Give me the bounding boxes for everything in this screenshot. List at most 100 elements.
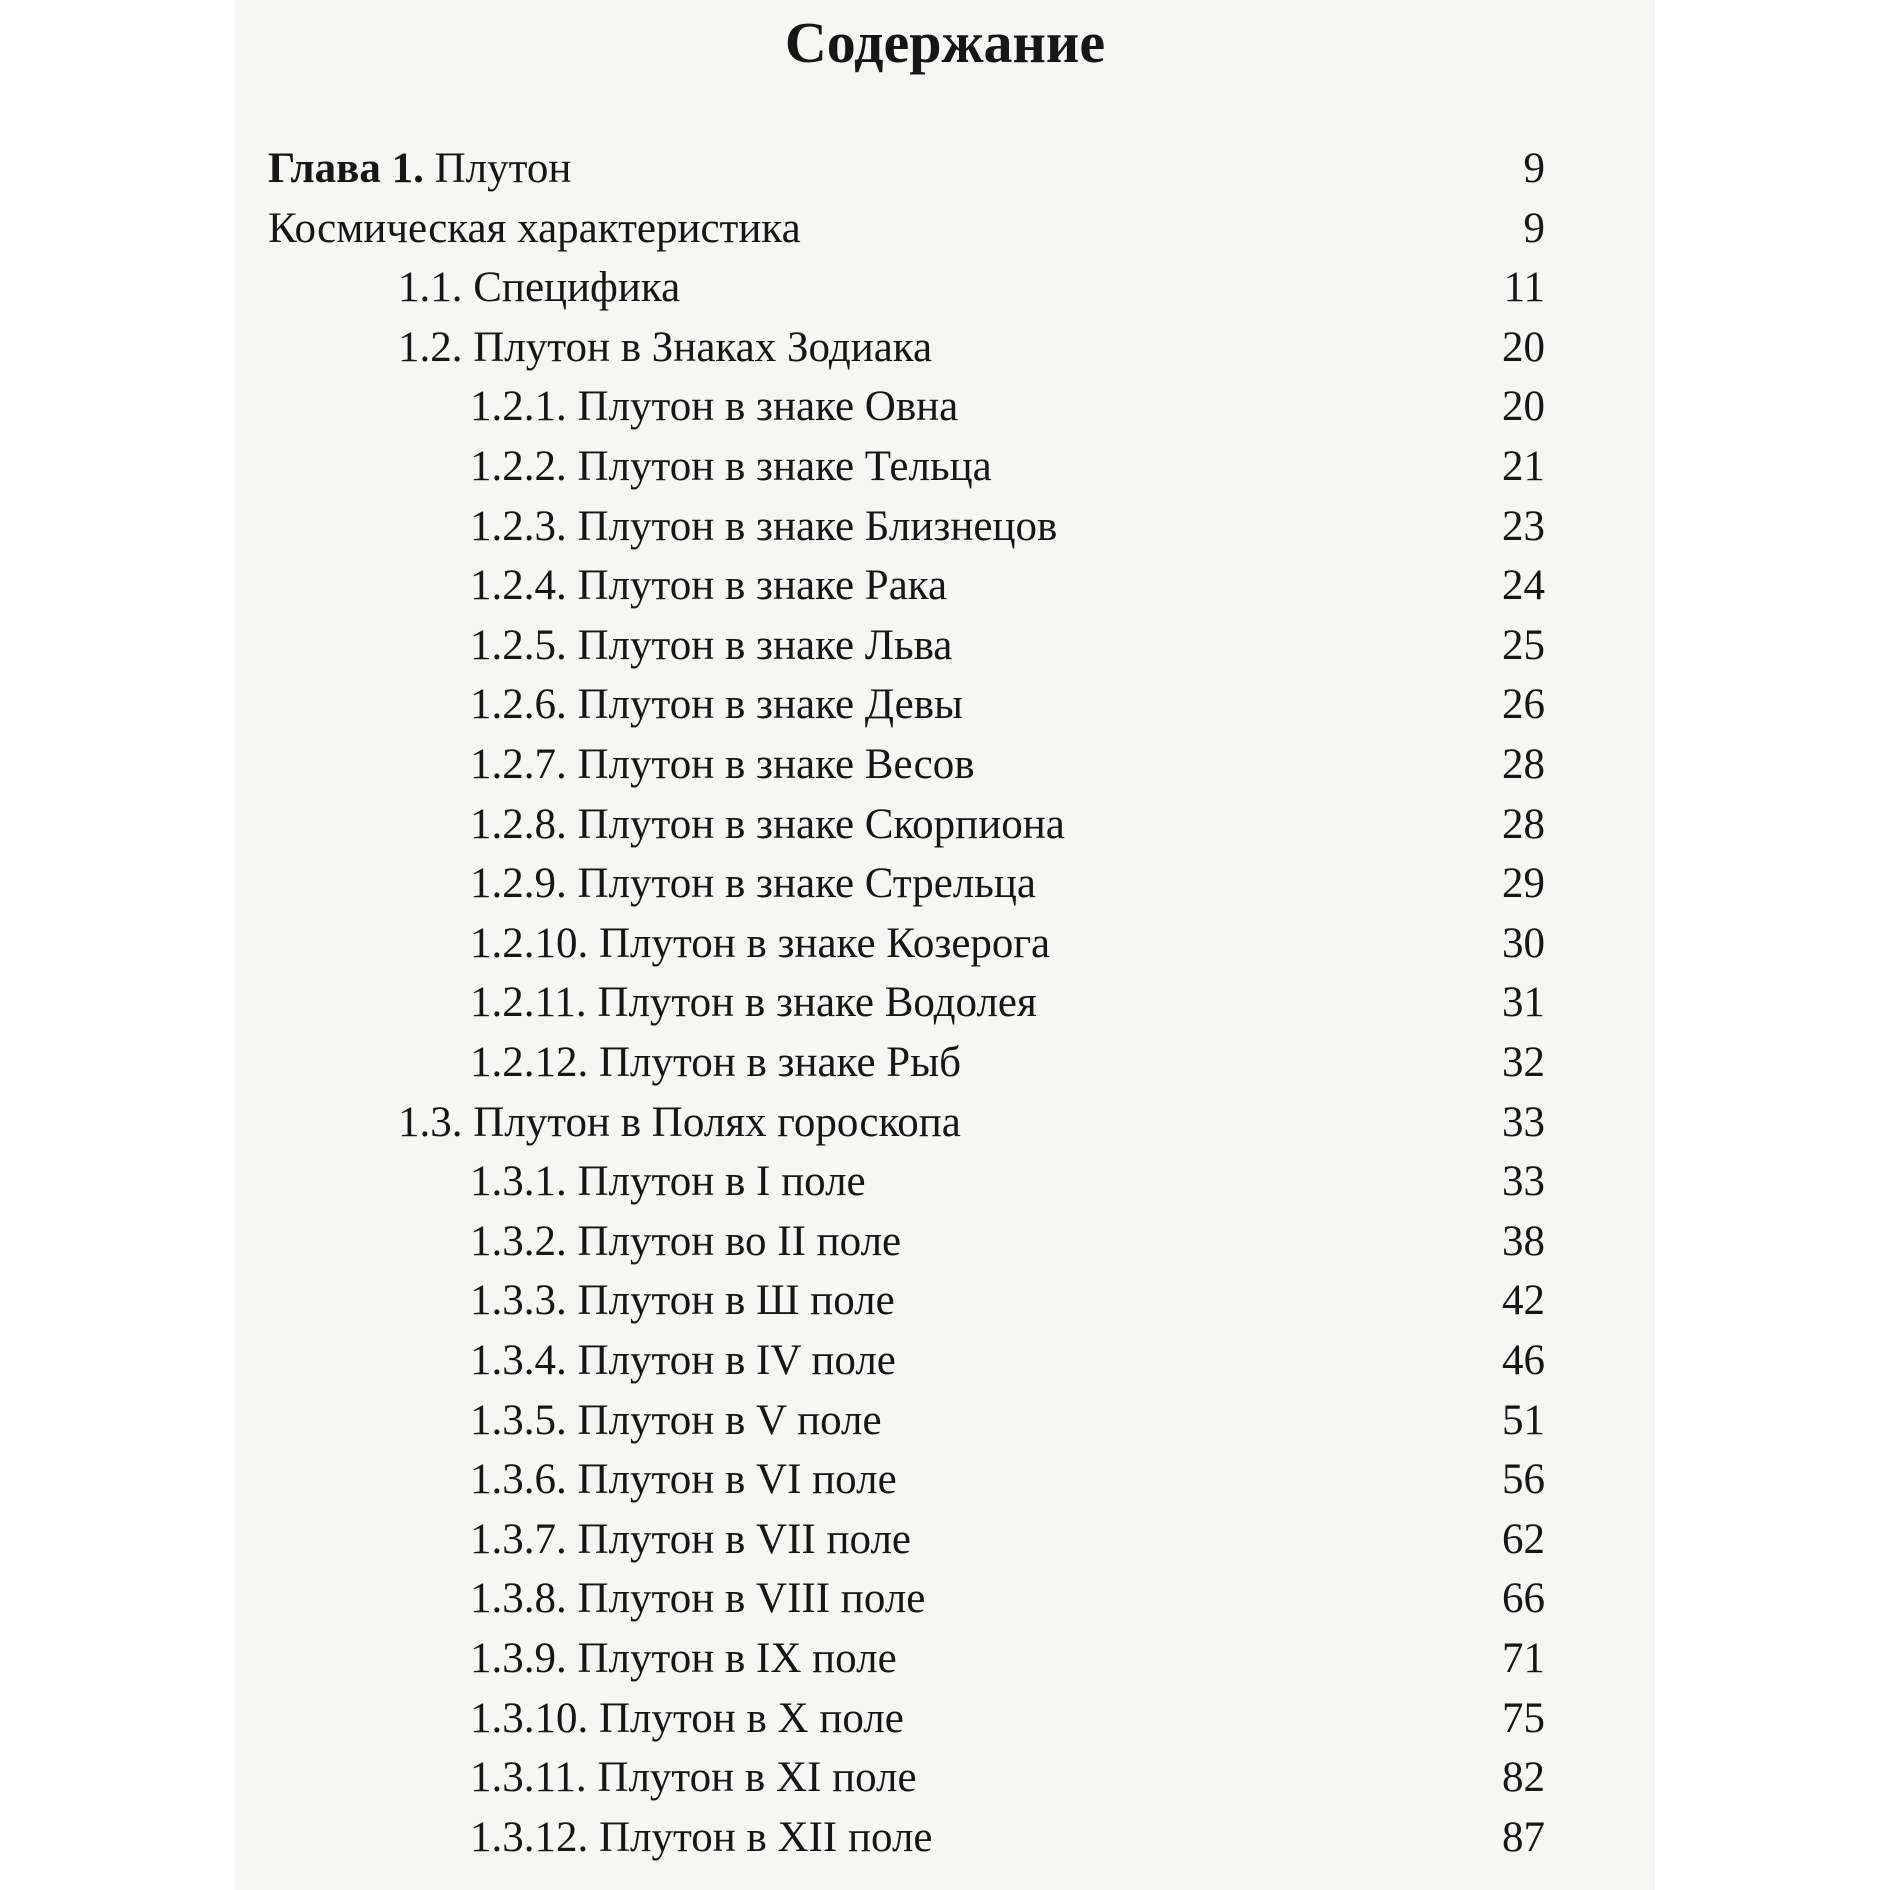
- entry-text: Плутон: [434, 145, 572, 192]
- toc-entry: 1.3.7. Плутон в VII поле 62: [235, 1510, 1655, 1570]
- entry-text: 1.3.1. Плутон в I поле: [470, 1158, 866, 1206]
- toc-entry: 1.2.11. Плутон в знаке Водолея 31: [235, 973, 1655, 1033]
- entry-title: 1.3.7. Плутон в VII поле: [470, 1510, 911, 1570]
- entry-title: 1.2. Плутон в Знаках Зодиака: [398, 318, 932, 378]
- entry-text: 1.3.4. Плутон в IV поле: [470, 1337, 896, 1384]
- entry-text: 1.2.7. Плутон в знаке Весов: [470, 741, 975, 788]
- entry-text: 1.2.2. Плутон в знаке Тельца: [470, 443, 992, 490]
- entry-text: 1.2. Плутон в Знаках Зодиака: [398, 323, 933, 371]
- entry-text: 1.2.11. Плутон в знаке Водолея: [470, 979, 1037, 1027]
- entry-title: Космическая характеристика: [268, 199, 801, 259]
- page-number: 30: [1502, 919, 1545, 967]
- toc-entry: 1.3.12. Плутон в XII поле 87: [235, 1808, 1655, 1868]
- entry-title: 1.1. Специфика: [398, 258, 680, 318]
- toc-entry: 1.3.6. Плутон в VI поле 56: [235, 1450, 1655, 1510]
- page-number: 9: [1523, 204, 1546, 252]
- toc-entry: Космическая характеристика 9: [235, 199, 1655, 259]
- toc-entry: 1.3.3. Плутон в Ш поле 42: [235, 1271, 1655, 1331]
- toc-entry: 1.3.9. Плутон в IX поле 71: [235, 1629, 1655, 1689]
- entry-title: 1.2.3. Плутон в знаке Близнецов: [470, 497, 1057, 557]
- page-number: 56: [1502, 1456, 1545, 1504]
- entry-text: Космическая характеристика: [268, 204, 801, 252]
- entry-title: 1.3.6. Плутон в VI поле: [470, 1450, 897, 1510]
- entry-title: 1.3.8. Плутон в VIII поле: [470, 1569, 925, 1629]
- toc-entry: 1.3.5. Плутон в V поле 51: [235, 1391, 1655, 1451]
- toc-entry: 1.2.7. Плутон в знаке Весов 28: [235, 735, 1655, 795]
- book-page: Содержание Глава 1. Плутон 9 Космическая х…: [235, 0, 1655, 1890]
- entry-title: 1.3.4. Плутон в IV поле: [470, 1331, 896, 1391]
- page-number: 28: [1502, 741, 1545, 788]
- toc-entry: 1.2.6. Плутон в знаке Девы 26: [235, 675, 1655, 735]
- toc-entry: 1.2.8. Плутон в знаке Скорпиона 28: [235, 795, 1655, 855]
- entry-text: 1.1. Специфика: [398, 264, 681, 312]
- toc-entry: 1.1. Специфика 11: [235, 258, 1655, 318]
- toc-entry: 1.2.10. Плутон в знаке Козерога 30: [235, 914, 1655, 974]
- entry-text: 1.3.10. Плутон в X поле: [470, 1694, 904, 1742]
- page-number: 9: [1523, 145, 1546, 192]
- entry-title: 1.2.10. Плутон в знаке Козерога: [470, 914, 1050, 974]
- entry-title: 1.2.1. Плутон в знаке Овна: [470, 377, 958, 437]
- toc-entry: 1.2. Плутон в Знаках Зодиака 20: [235, 318, 1655, 378]
- toc-entry: 1.3.1. Плутон в I поле 33: [235, 1152, 1655, 1212]
- entry-text: 1.3.8. Плутон в VIII поле: [470, 1575, 926, 1623]
- page-number: 20: [1502, 383, 1545, 431]
- page-number: 46: [1502, 1337, 1545, 1384]
- entry-title: 1.2.2. Плутон в знаке Тельца: [470, 437, 992, 497]
- entry-text: 1.2.5. Плутон в знаке Льва: [470, 621, 953, 669]
- page-number: 28: [1502, 800, 1545, 848]
- chapter-label: Глава 1.: [268, 145, 424, 192]
- entry-title: 1.3.5. Плутон в V поле: [470, 1391, 882, 1451]
- page-number: 33: [1502, 1158, 1545, 1206]
- entry-title: 1.2.6. Плутон в знаке Девы: [470, 675, 963, 735]
- page-number: 82: [1502, 1754, 1545, 1802]
- toc-entry: 1.3.8. Плутон в VIII поле 66: [235, 1569, 1655, 1629]
- entry-title: 1.2.11. Плутон в знаке Водолея: [470, 973, 1037, 1033]
- entry-title: 1.2.5. Плутон в знаке Льва: [470, 616, 952, 676]
- entry-title: 1.3.11. Плутон в XI поле: [470, 1748, 917, 1808]
- page-number: 21: [1502, 443, 1545, 490]
- entry-text: 1.2.3. Плутон в знаке Близнецов: [470, 502, 1058, 550]
- page-number: 87: [1502, 1813, 1545, 1861]
- entry-title: 1.3.12. Плутон в XII поле: [470, 1808, 932, 1868]
- entry-title: 1.3. Плутон в Полях гороскопа: [398, 1093, 961, 1153]
- page-number: 26: [1502, 681, 1545, 729]
- entry-text: 1.3.11. Плутон в XI поле: [470, 1754, 917, 1802]
- entry-title: Глава 1. Плутон: [268, 139, 571, 199]
- page-number: 38: [1502, 1217, 1545, 1265]
- entry-title: 1.2.8. Плутон в знаке Скорпиона: [470, 795, 1065, 855]
- entry-title: 1.3.9. Плутон в IX поле: [470, 1629, 897, 1689]
- entry-text: 1.2.1. Плутон в знаке Овна: [470, 383, 959, 431]
- page-number: 20: [1502, 323, 1545, 371]
- entry-title: 1.2.9. Плутон в знаке Стрельца: [470, 854, 1036, 914]
- entry-text: 1.3.2. Плутон во II поле: [470, 1217, 902, 1265]
- page-number: 33: [1502, 1098, 1545, 1146]
- entry-title: 1.2.4. Плутон в знаке Рака: [470, 556, 947, 616]
- page-number: 66: [1502, 1575, 1545, 1623]
- page-number: 71: [1502, 1635, 1545, 1682]
- toc-title: Содержание: [784, 10, 1106, 75]
- toc-entry: 1.3.10. Плутон в X поле 75: [235, 1689, 1655, 1749]
- entry-text: 1.3. Плутон в Полях гороскопа: [398, 1098, 961, 1146]
- entry-text: 1.3.12. Плутон в XII поле: [470, 1813, 933, 1861]
- toc-entry: Глава 1. Плутон 9: [235, 139, 1655, 199]
- toc-entry: 1.2.1. Плутон в знаке Овна 20: [235, 377, 1655, 437]
- entry-title: 1.3.2. Плутон во II поле: [470, 1212, 901, 1272]
- entry-text: 1.2.8. Плутон в знаке Скорпиона: [470, 800, 1065, 848]
- entry-title: 1.3.10. Плутон в X поле: [470, 1689, 904, 1749]
- page-number: 75: [1502, 1694, 1545, 1742]
- page-number: 25: [1502, 621, 1545, 669]
- page-number: 42: [1502, 1277, 1545, 1325]
- page-number: 11: [1503, 264, 1545, 312]
- entry-text: 1.2.4. Плутон в знаке Рака: [470, 562, 948, 610]
- toc-entry: 1.3.11. Плутон в XI поле 82: [235, 1748, 1655, 1808]
- page-number: 32: [1502, 1039, 1545, 1086]
- page-number: 23: [1502, 502, 1545, 550]
- page-number: 51: [1502, 1396, 1545, 1444]
- entry-title: 1.2.12. Плутон в знаке Рыб: [470, 1033, 961, 1093]
- toc-entry: 1.2.12. Плутон в знаке Рыб 32: [235, 1033, 1655, 1093]
- toc-entry: 1.2.9. Плутон в знаке Стрельца 29: [235, 854, 1655, 914]
- entry-text: 1.3.3. Плутон в Ш поле: [470, 1277, 895, 1325]
- entry-text: 1.3.5. Плутон в V поле: [470, 1396, 882, 1444]
- entry-text: 1.2.12. Плутон в знаке Рыб: [470, 1039, 961, 1086]
